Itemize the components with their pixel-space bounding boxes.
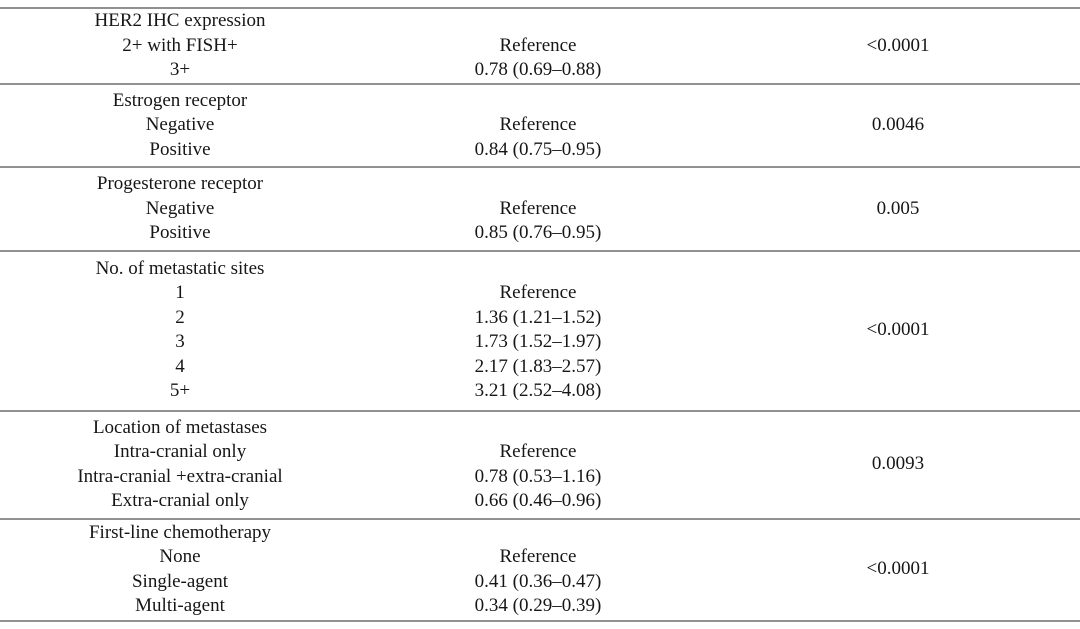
variable-level: 1 <box>175 282 185 303</box>
variable-column-cell: HER2 IHC expression 2+ with FISH+ 3+ <box>0 9 360 83</box>
variable-name: First-line chemotherapy <box>88 521 272 543</box>
blank-line <box>360 257 716 282</box>
hazard-ratio-value: Reference <box>499 441 577 462</box>
hazard-ratio-value: 2.17 (1.83–2.57) <box>474 355 602 377</box>
hazard-ratio-value: 0.78 (0.53–1.16) <box>474 465 602 487</box>
hazard-ratio-value: 0.85 (0.76–0.95) <box>474 222 602 243</box>
p-value: <0.0001 <box>866 34 930 56</box>
estimate-column-cell: Reference 1.36 (1.21–1.52) 1.73 (1.52–1.97… <box>360 257 716 404</box>
variable-level: None <box>159 546 201 567</box>
variable-level: Positive <box>149 222 211 243</box>
blank-line <box>360 416 716 441</box>
hazard-ratio-value: 0.41 (0.36–0.47) <box>474 570 602 592</box>
p-value: 0.0046 <box>871 114 925 135</box>
hazard-ratio-value: 0.66 (0.46–0.96) <box>474 490 602 511</box>
blank-line <box>360 172 716 197</box>
variable-column-cell: Progesterone receptor Negative Positive <box>0 172 360 246</box>
variable-name: HER2 IHC expression <box>94 10 266 31</box>
pvalue-column-cell: 0.005 <box>716 172 1080 246</box>
table-section: Progesterone receptor Negative Positive Re… <box>0 166 1080 250</box>
p-value: 0.0093 <box>871 453 925 475</box>
variable-level: 4 <box>175 355 185 377</box>
variable-level: 3 <box>175 331 185 352</box>
p-value: <0.0001 <box>866 558 930 580</box>
variable-column-cell: Location of metastases Intra-cranial only… <box>0 416 360 514</box>
hazard-ratio-value: 0.84 (0.75–0.95) <box>474 138 602 160</box>
hazard-ratio-value: Reference <box>499 197 577 219</box>
p-value: <0.0001 <box>866 318 930 340</box>
hazard-ratio-value: 1.36 (1.21–1.52) <box>474 306 602 328</box>
variable-level: 5+ <box>169 380 191 401</box>
pvalue-column-cell: <0.0001 <box>716 521 1080 619</box>
variable-level: 2 <box>175 306 185 328</box>
pvalue-column-cell: 0.0046 <box>716 89 1080 163</box>
variable-level: 3+ <box>169 59 191 80</box>
pvalue-column-cell: <0.0001 <box>716 9 1080 83</box>
variable-level: Single-agent <box>131 570 229 592</box>
variable-name: Progesterone receptor <box>96 173 264 194</box>
hazard-ratio-value: Reference <box>499 546 577 567</box>
variable-name: No. of metastatic sites <box>95 257 265 279</box>
variable-name: Location of metastases <box>92 416 268 438</box>
hazard-ratio-value: 1.73 (1.52–1.97) <box>474 331 602 352</box>
variable-level: Multi-agent <box>135 595 225 616</box>
table-section: First-line chemotherapy None Single-agent M… <box>0 517 1080 620</box>
blank-line <box>360 89 716 114</box>
estimate-column-cell: Reference 0.41 (0.36–0.47) 0.34 (0.29–0.39… <box>360 521 716 619</box>
hazard-ratio-value: 0.78 (0.69–0.88) <box>474 59 602 80</box>
variable-level: Negative <box>145 114 215 135</box>
variable-level: Negative <box>145 197 215 219</box>
variable-level: Positive <box>149 138 211 160</box>
pvalue-column-cell: 0.0093 <box>716 416 1080 514</box>
table-section: HER2 IHC expression 2+ with FISH+ 3+ Refer… <box>0 7 1080 83</box>
table-section: Estrogen receptor Negative Positive Refere… <box>0 82 1080 167</box>
variable-level: Intra-cranial only <box>113 441 247 462</box>
estimate-column-cell: Reference 0.78 (0.53–1.16) 0.66 (0.46–0.96… <box>360 416 716 514</box>
hazard-ratio-value: 0.34 (0.29–0.39) <box>474 595 602 616</box>
variable-column-cell: First-line chemotherapy None Single-agent M… <box>0 521 360 619</box>
variable-name: Estrogen receptor <box>112 89 248 111</box>
hazard-ratio-value: Reference <box>499 114 577 135</box>
blank-line <box>360 521 716 546</box>
variable-level: Extra-cranial only <box>111 490 249 511</box>
blank-line <box>360 9 716 34</box>
pvalue-column-cell: <0.0001 <box>716 257 1080 404</box>
estimate-column-cell: Reference 0.84 (0.75–0.95) <box>360 89 716 163</box>
variable-column-cell: Estrogen receptor Negative Positive <box>0 89 360 163</box>
estimate-column-cell: Reference 0.85 (0.76–0.95) <box>360 172 716 246</box>
variable-level: Intra-cranial +extra-cranial <box>77 465 283 487</box>
estimate-column-cell: Reference 0.78 (0.69–0.88) <box>360 9 716 83</box>
variable-level: 2+ with FISH+ <box>122 34 238 56</box>
variable-column-cell: No. of metastatic sites 1 2 3 4 5+ <box>0 257 360 404</box>
hazard-ratio-value: 3.21 (2.52–4.08) <box>474 380 602 401</box>
table-section: Location of metastases Intra-cranial only… <box>0 409 1080 518</box>
hazard-ratio-value: Reference <box>499 282 577 303</box>
table-section: No. of metastatic sites 1 2 3 4 5+ Reference 1… <box>0 249 1080 410</box>
results-table: HER2 IHC expression 2+ with FISH+ 3+ Refer… <box>0 7 1080 622</box>
p-value: 0.005 <box>876 197 920 219</box>
hazard-ratio-value: Reference <box>499 34 577 56</box>
